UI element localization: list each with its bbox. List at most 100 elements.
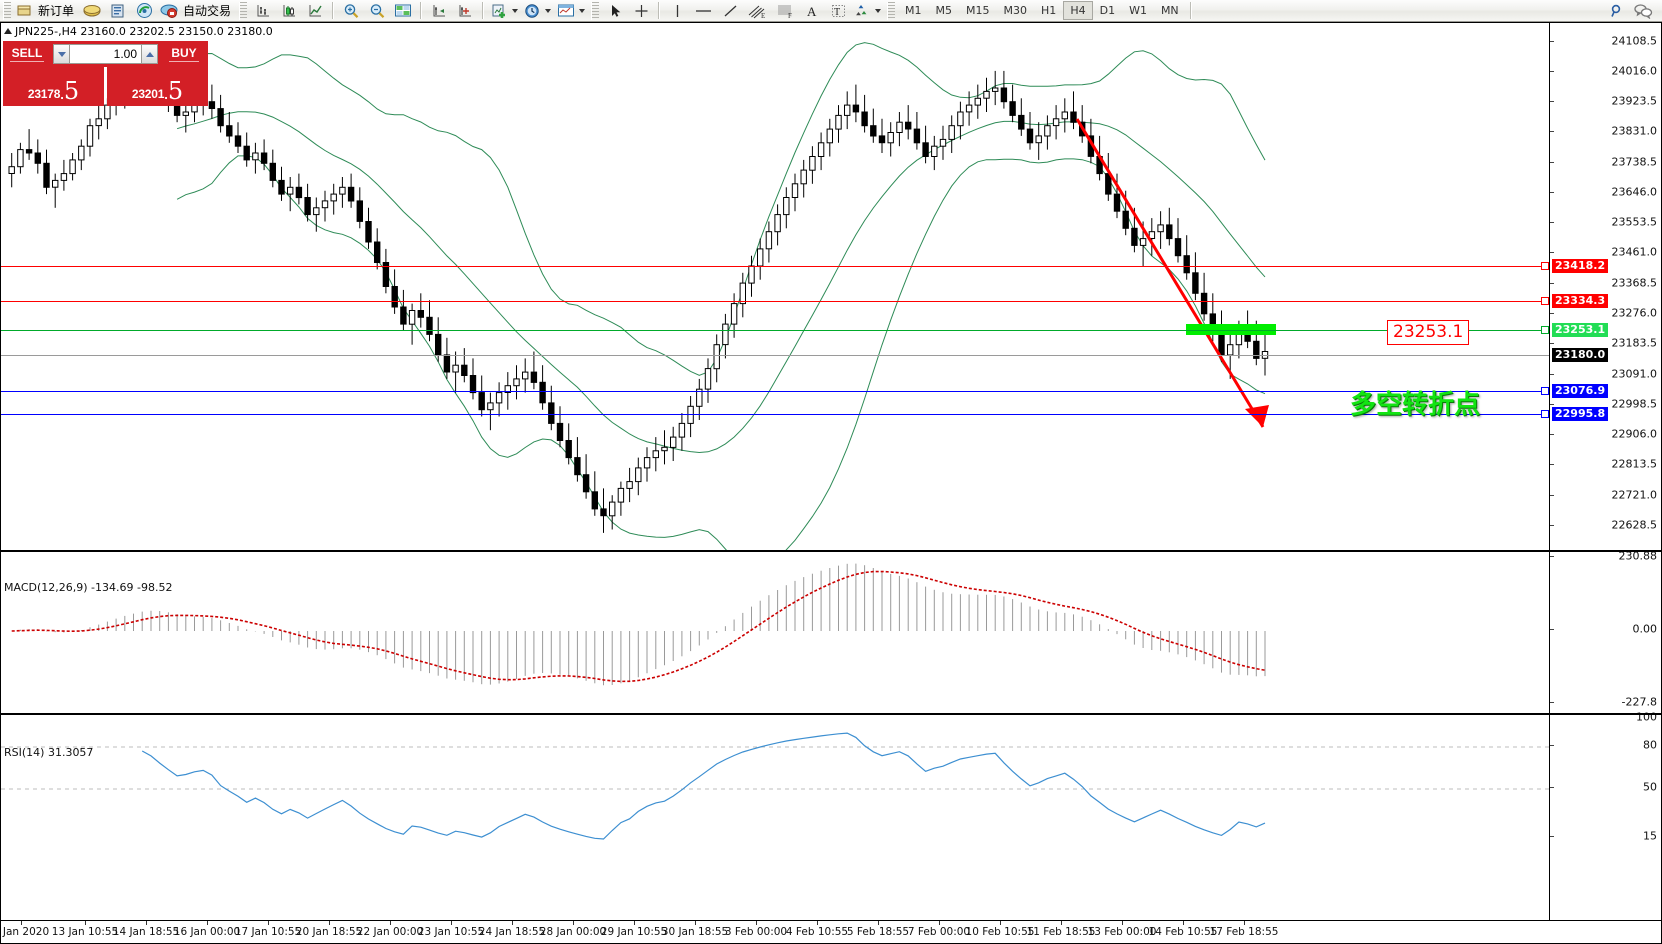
level-handle-23253[interactable] <box>1541 326 1549 334</box>
timeframe-h1[interactable]: H1 <box>1041 4 1057 17</box>
lot-stepper[interactable]: 1.00 <box>51 41 160 67</box>
data-window-button[interactable] <box>390 0 416 22</box>
timeframe-m15[interactable]: M15 <box>966 4 990 17</box>
timeframe-h4[interactable]: H4 <box>1063 1 1093 20</box>
time-tick-label: 0 Jan 2020 <box>0 926 50 938</box>
level-label-23334[interactable]: 23334.3 <box>1552 294 1609 308</box>
macd-tick-dash <box>1550 629 1554 630</box>
expert-advisors-button[interactable] <box>79 0 105 22</box>
collapse-triangle-icon[interactable] <box>4 28 12 34</box>
signals-button[interactable] <box>131 0 157 22</box>
pane-divider-macd[interactable] <box>1 550 1661 552</box>
metaeditor-icon <box>111 4 124 17</box>
new-order-button[interactable]: 新订单 <box>14 0 79 22</box>
one-click-trading-panel[interactable]: SELL 1.00 BUY 23178 . 5 23201 . 5 <box>3 41 208 106</box>
toolbar-grip[interactable] <box>3 1 11 20</box>
auto-scroll-button[interactable] <box>452 0 478 22</box>
price-callout-annotation[interactable]: 23253.1 <box>1387 320 1470 345</box>
new-chart-button[interactable] <box>488 0 521 22</box>
expert-advisors-icon <box>83 4 101 16</box>
text-label-button[interactable]: T <box>825 0 851 22</box>
level-label-23253[interactable]: 23253.1 <box>1552 323 1609 337</box>
pane-divider-rsi[interactable] <box>1 713 1661 715</box>
line-chart-button[interactable] <box>302 0 328 22</box>
level-handle-23418[interactable] <box>1541 262 1549 270</box>
buy-label: BUY <box>169 46 199 62</box>
cursor-tool-button[interactable] <box>602 0 628 22</box>
support-zone-rect[interactable] <box>1186 324 1276 335</box>
trendline-button[interactable] <box>717 0 743 22</box>
macd-pane[interactable] <box>1 553 1549 713</box>
level-line-22995[interactable] <box>1 414 1549 415</box>
chart-window[interactable]: JPN225-,H4 23160.0 23202.5 23150.0 23180… <box>0 22 1662 944</box>
level-handle-22995[interactable] <box>1541 410 1549 418</box>
rsi-tick: 50 <box>1643 780 1657 794</box>
timeframe-m30[interactable]: M30 <box>1003 4 1028 17</box>
arrows-button[interactable] <box>851 0 884 22</box>
sell-button[interactable]: SELL <box>3 41 51 67</box>
rsi-pane[interactable] <box>1 716 1549 916</box>
vertical-line-button[interactable] <box>664 0 690 22</box>
level-handle-23334[interactable] <box>1541 297 1549 305</box>
time-tick-label: 17 Jan 10:55 <box>234 926 302 938</box>
candle-chart-button[interactable] <box>276 0 302 22</box>
time-tick-label: 22 Jan 00:00 <box>356 926 424 938</box>
rsi-label: RSI(14) 31.3057 <box>4 746 94 759</box>
level-label-23418[interactable]: 23418.2 <box>1552 259 1609 273</box>
period-dropdown-caret[interactable] <box>545 8 552 13</box>
level-label-22995[interactable]: 22995.8 <box>1552 407 1609 421</box>
templates-dropdown-caret[interactable] <box>579 8 586 13</box>
price-tick: 23738.5 <box>1611 155 1658 169</box>
price-tick: 22721.0 <box>1611 488 1658 502</box>
metaeditor-button[interactable] <box>105 0 131 22</box>
new-chart-dropdown-caret[interactable] <box>512 8 519 13</box>
chart-shift-button[interactable] <box>426 0 452 22</box>
lot-increase-button[interactable] <box>141 44 158 64</box>
equidistant-channel-button[interactable]: E <box>743 0 771 22</box>
time-tick-label: 29 Jan 10:55 <box>600 926 668 938</box>
level-line-23253[interactable] <box>1 330 1549 331</box>
level-line-23418[interactable] <box>1 266 1549 267</box>
price-tick: 23183.5 <box>1611 336 1658 350</box>
timeframe-m1[interactable]: M1 <box>905 4 922 17</box>
lot-input[interactable]: 1.00 <box>70 44 141 64</box>
price-pane[interactable] <box>1 23 1549 550</box>
price-tick-dash <box>1550 495 1554 496</box>
time-tick-label: 7 Feb 00:00 <box>907 926 971 938</box>
crosshair-tool-button[interactable] <box>628 0 654 22</box>
zoom-out-button[interactable] <box>364 0 390 22</box>
text-button[interactable]: A <box>799 0 825 22</box>
buy-price-box[interactable]: 23201 . 5 <box>107 67 208 106</box>
horizontal-line-button[interactable] <box>690 0 717 22</box>
price-tick-dash <box>1550 192 1554 193</box>
level-label-23076[interactable]: 23076.9 <box>1552 384 1609 398</box>
lot-decrease-button[interactable] <box>53 44 70 64</box>
turning-point-annotation[interactable]: 多空转折点 <box>1350 390 1481 420</box>
zoom-in-button[interactable] <box>338 0 364 22</box>
templates-button[interactable] <box>554 0 588 22</box>
sell-price-box[interactable]: 23178 . 5 <box>3 67 104 106</box>
level-line-23334[interactable] <box>1 301 1549 302</box>
chat-button[interactable] <box>1630 0 1656 22</box>
level-line-23076[interactable] <box>1 391 1549 392</box>
timeframe-d1[interactable]: D1 <box>1099 4 1116 17</box>
bar-chart-button[interactable] <box>250 0 276 22</box>
toolbar-grip-2[interactable] <box>239 1 248 20</box>
price-scale[interactable]: 24108.5 24016.0 23923.5 23831.0 23738.5 … <box>1549 23 1661 943</box>
fibonacci-button[interactable]: F <box>771 0 799 22</box>
toolbar-grip-3[interactable] <box>591 1 600 20</box>
current-price-line <box>1 355 1549 356</box>
timeframe-mn[interactable]: MN <box>1160 4 1179 17</box>
level-handle-23076[interactable] <box>1541 387 1549 395</box>
time-tick-label: 11 Feb 18:55 <box>1026 926 1096 938</box>
toolbar-grip-4[interactable] <box>887 1 896 20</box>
market-button[interactable]: 自动交易 <box>157 0 236 22</box>
arrows-dropdown-caret[interactable] <box>875 8 882 13</box>
period-button[interactable] <box>521 0 554 22</box>
buy-button[interactable]: BUY <box>160 41 208 67</box>
timeframe-w1[interactable]: W1 <box>1129 4 1147 17</box>
timeframe-m5[interactable]: M5 <box>935 4 953 17</box>
search-button[interactable] <box>1604 0 1630 22</box>
